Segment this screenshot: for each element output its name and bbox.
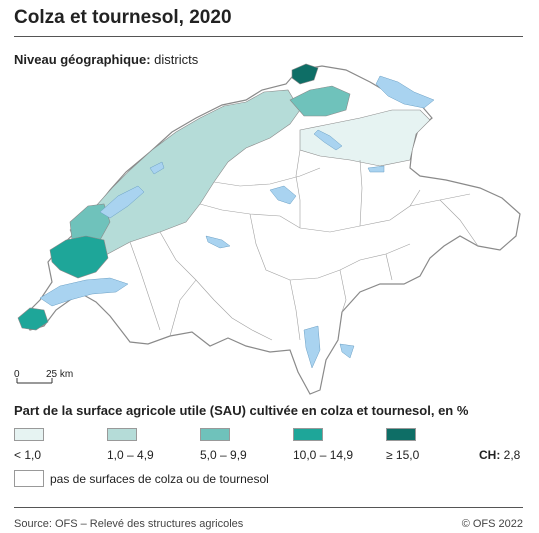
lake-lucerne: [269, 185, 297, 205]
scale-end-label: 25 km: [46, 369, 74, 380]
geographic-level-value: districts: [150, 52, 199, 67]
legend-swatch-2: [107, 428, 137, 441]
lake-thun: [205, 235, 231, 249]
lake-maggiore: [303, 325, 321, 369]
district-class-4: [17, 307, 49, 331]
footer-rule: [14, 507, 523, 508]
district-class-4: [49, 235, 109, 279]
district-class-1: [299, 109, 431, 167]
legend-swatch-3: [200, 428, 230, 441]
district-class-3: [289, 85, 351, 117]
lake-constance: [375, 75, 435, 109]
lake-walen: [367, 165, 385, 173]
ch-label: CH:: [479, 448, 501, 462]
lake-neuchatel: [99, 185, 145, 219]
legend-label-1: < 1,0: [14, 448, 42, 462]
legend-label-5: ≥ 15,0: [386, 448, 420, 462]
legend-swatch-1: [14, 428, 44, 441]
lakes: [39, 75, 435, 369]
scale-bar: [16, 378, 53, 384]
legend-nodata-label: pas de surfaces de colza ou de tournesol: [50, 472, 269, 486]
map-title: Colza et tournesol, 2020: [14, 7, 232, 28]
lake-biel: [149, 161, 165, 175]
geographic-level-label: Niveau géographique:: [14, 52, 151, 67]
lake-geneva: [39, 277, 129, 307]
lake-zurich: [313, 129, 343, 151]
footer-copyright: © OFS 2022: [461, 518, 523, 530]
geographic-level: Niveau géographique: districts: [14, 52, 198, 67]
legend-label-2: 1,0 – 4,9: [107, 448, 154, 462]
lake-lugano: [339, 343, 355, 359]
district-class-5: [291, 63, 319, 85]
title-rule: [14, 36, 523, 37]
legend-label-4: 10,0 – 14,9: [293, 448, 354, 462]
legend-label-3: 5,0 – 9,9: [200, 448, 247, 462]
legend-swatch-5: [386, 428, 416, 441]
ch-average: CH: 2,8: [479, 448, 520, 462]
scale-start-label: 0: [14, 369, 20, 380]
legend-title: Part de la surface agricole utile (SAU) …: [14, 403, 469, 418]
ch-value: 2,8: [500, 448, 521, 462]
legend-swatch-4: [293, 428, 323, 441]
legend-nodata-swatch: [14, 470, 44, 487]
footer-source: Source: OFS – Relevé des structures agri…: [14, 518, 244, 530]
switzerland-map: [16, 63, 521, 395]
district-borders: [129, 149, 479, 341]
district-class-2: [69, 89, 301, 261]
